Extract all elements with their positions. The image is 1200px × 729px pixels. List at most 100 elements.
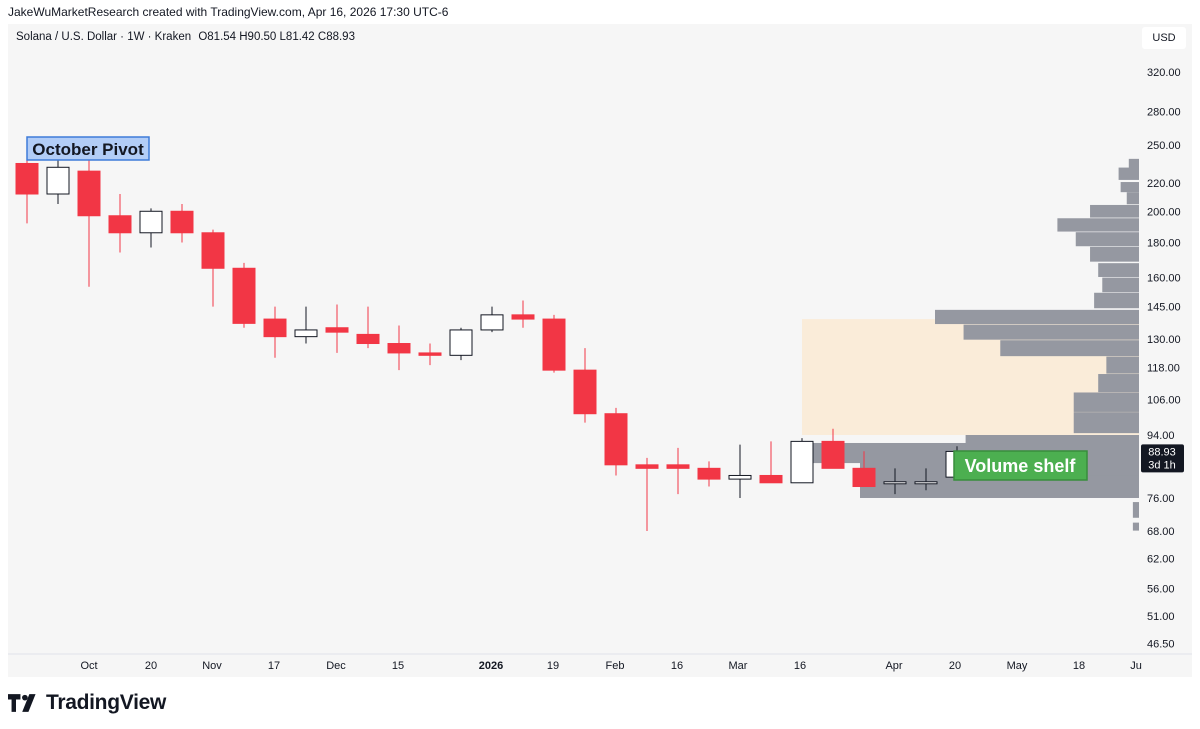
y-axis-tick-label: 200.00 <box>1147 206 1181 218</box>
volume-profile-bar <box>1126 192 1139 205</box>
x-axis-tick-label: 16 <box>794 660 806 672</box>
volume-profile-bar <box>963 324 1139 340</box>
candle-body[interactable] <box>77 170 101 217</box>
volume-profile-bar <box>1098 263 1139 277</box>
currency-button[interactable]: USD <box>1142 27 1186 49</box>
x-axis-tick-label: Dec <box>326 660 346 672</box>
volume-profile-bar <box>1128 158 1139 169</box>
volume-profile-bar <box>977 475 1139 498</box>
y-axis-tick-label: 76.00 <box>1147 493 1175 505</box>
y-axis-tick-label: 51.00 <box>1147 611 1175 623</box>
y-axis-tick-label: 130.00 <box>1147 334 1181 346</box>
candle-body[interactable] <box>542 318 566 371</box>
x-axis-tick-label: 17 <box>268 660 280 672</box>
y-axis-tick-label: 118.00 <box>1147 363 1180 375</box>
volume-profile-bar <box>1132 502 1139 518</box>
candle-body[interactable] <box>387 343 411 354</box>
candle-body[interactable] <box>759 474 783 484</box>
candle-body[interactable] <box>697 467 721 480</box>
volume-profile-bar <box>1120 182 1139 193</box>
candle-body[interactable] <box>728 474 752 480</box>
candle-body[interactable] <box>573 369 597 415</box>
y-axis-tick-label: 145.00 <box>1147 302 1181 314</box>
tradingview-logo[interactable]: TradingView <box>8 688 166 718</box>
y-axis-tick-label: 220.00 <box>1147 178 1181 190</box>
candle-body[interactable] <box>511 314 535 320</box>
candle-body[interactable] <box>294 329 318 338</box>
x-axis-tick-label: 20 <box>145 660 157 672</box>
volume-profile-bar <box>1075 232 1139 247</box>
october-pivot-label: October Pivot <box>32 140 144 159</box>
x-axis-tick-label: Nov <box>202 660 222 672</box>
candle-body[interactable] <box>914 481 938 485</box>
volume-profile-bar <box>1073 392 1139 412</box>
x-axis-tick-label: 15 <box>392 660 404 672</box>
volume-profile-bar <box>935 309 1139 325</box>
candle-body[interactable] <box>449 329 473 356</box>
candle-body[interactable] <box>170 210 194 234</box>
volume-profile-bar <box>1106 356 1139 374</box>
symbol-legend: Solana / U.S. Dollar · 1W · Kraken O81.5… <box>16 31 355 43</box>
candle-body[interactable] <box>604 413 628 466</box>
x-axis-tick-label: Oct <box>80 660 97 672</box>
y-axis-tick-label: 68.00 <box>1147 526 1175 538</box>
y-axis-tick-label: 106.00 <box>1147 394 1181 406</box>
tradingview-logo-icon <box>8 694 36 712</box>
candle-body[interactable] <box>883 481 907 485</box>
candle-body[interactable] <box>201 232 225 269</box>
y-axis-tick-label: 160.00 <box>1147 272 1181 284</box>
x-axis-tick-label: Mar <box>729 660 748 672</box>
volume-shelf-label: Volume shelf <box>965 456 1077 476</box>
x-axis-tick-label: Feb <box>606 660 625 672</box>
x-axis-tick-label: Apr <box>885 660 902 672</box>
volume-profile-bar <box>1057 218 1139 232</box>
y-axis-tick-label: 250.00 <box>1147 140 1181 152</box>
candle-body[interactable] <box>108 215 132 234</box>
candle-body[interactable] <box>46 166 70 195</box>
y-axis-tick-label: 280.00 <box>1147 107 1181 119</box>
candle-body[interactable] <box>821 440 845 469</box>
ohlc-values: O81.54 H90.50 L81.42 C88.93 <box>198 31 355 43</box>
y-axis-tick-label: 46.50 <box>1147 639 1175 651</box>
candle-body[interactable] <box>666 464 690 469</box>
chart-caption: JakeWuMarketResearch created with Tradin… <box>8 5 449 19</box>
x-axis-tick-label: Ju <box>1130 660 1142 672</box>
y-axis-tick-label: 320.00 <box>1147 67 1181 79</box>
y-axis-tick-label: 94.00 <box>1147 430 1175 442</box>
candle-body[interactable] <box>232 267 256 324</box>
volume-profile-bar <box>1098 374 1139 393</box>
symbol-title[interactable]: Solana / U.S. Dollar · 1W · Kraken <box>16 31 192 43</box>
x-axis-tick-label: 20 <box>949 660 961 672</box>
candle-countdown: 3d 1h <box>1148 459 1176 471</box>
candle-body[interactable] <box>418 352 442 356</box>
candle-body[interactable] <box>15 162 39 195</box>
candle-body[interactable] <box>480 314 504 331</box>
volume-profile-bar <box>1118 167 1139 180</box>
y-axis-tick-label: 62.00 <box>1147 553 1175 565</box>
candle-body[interactable] <box>263 318 287 338</box>
candle-body[interactable] <box>139 210 163 234</box>
x-axis-tick-label: 19 <box>547 660 559 672</box>
volume-profile-bar <box>1090 204 1139 218</box>
volume-profile-bar <box>1132 522 1139 531</box>
y-axis-tick-label: 180.00 <box>1147 237 1181 249</box>
tradingview-brand-text: TradingView <box>46 691 167 714</box>
volume-profile-bar <box>1090 246 1139 262</box>
volume-profile-bar <box>1094 292 1139 309</box>
candle-body[interactable] <box>635 464 659 469</box>
volume-profile-bar <box>1102 277 1139 293</box>
candle-body[interactable] <box>852 467 876 488</box>
volume-profile-bar <box>1073 412 1139 434</box>
candle-body[interactable] <box>356 333 380 345</box>
volume-profile-bar <box>1000 340 1139 357</box>
y-axis-tick-label: 56.00 <box>1147 583 1175 595</box>
x-axis-tick-label: 2026 <box>479 660 503 672</box>
candle-body[interactable] <box>325 327 349 333</box>
volume-profile-bar <box>965 435 1139 455</box>
volume-shelf-label-box[interactable] <box>953 450 1088 481</box>
x-axis-tick-label: 18 <box>1073 660 1085 672</box>
x-axis-tick-label: 16 <box>671 660 683 672</box>
candle-body[interactable] <box>790 440 814 484</box>
october-pivot-label-box[interactable] <box>26 136 150 161</box>
